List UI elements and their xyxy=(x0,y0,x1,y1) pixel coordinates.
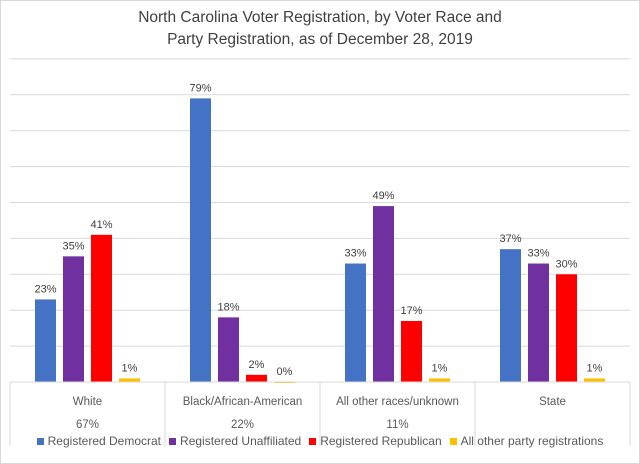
data-label: 1% xyxy=(587,362,603,374)
data-label: 2% xyxy=(249,359,265,371)
data-label: 30% xyxy=(555,258,577,270)
legend-label: Registered Democrat xyxy=(47,434,162,448)
data-label: 33% xyxy=(527,248,549,260)
legend-label: Registered Republican xyxy=(320,434,442,448)
legend-item: All other party registrations xyxy=(449,434,604,448)
legend-swatch xyxy=(169,438,177,445)
category-label: All other races/unknown xyxy=(336,396,459,408)
category-label: Black/African-American xyxy=(183,396,303,408)
legend-label: Registered Unaffiliated xyxy=(180,434,302,448)
bar xyxy=(246,374,267,382)
category-share-label: 67% xyxy=(76,419,99,431)
bar xyxy=(373,206,394,382)
data-label: 1% xyxy=(432,362,448,374)
bar xyxy=(35,299,56,382)
data-label: 18% xyxy=(217,301,239,313)
category-share-label: 11% xyxy=(386,419,408,431)
bar xyxy=(345,263,366,382)
legend-item: Registered Democrat xyxy=(36,434,162,448)
bar xyxy=(401,320,422,382)
data-label: 49% xyxy=(372,190,394,202)
bar xyxy=(119,378,140,382)
legend-label: All other party registrations xyxy=(460,434,604,448)
data-label: 33% xyxy=(344,248,366,260)
bar xyxy=(218,317,239,382)
category-share-label: 22% xyxy=(231,419,254,431)
legend-swatch xyxy=(309,438,317,445)
data-label: 1% xyxy=(122,362,138,374)
category-label: White xyxy=(73,396,102,408)
data-label: 23% xyxy=(34,283,56,295)
data-label: 0% xyxy=(277,366,293,378)
data-label: 41% xyxy=(90,219,112,231)
chart-title-line-1: North Carolina Voter Registration, by Vo… xyxy=(138,9,502,26)
bar xyxy=(500,249,521,382)
legend-swatch xyxy=(449,438,457,445)
legend-item: Registered Unaffiliated xyxy=(169,434,301,448)
category-label: State xyxy=(539,396,566,408)
bar xyxy=(91,234,112,382)
data-label: 35% xyxy=(62,240,84,252)
data-label: 17% xyxy=(400,305,422,317)
legend-item: Registered Republican xyxy=(309,434,442,448)
legend: Registered Democrat Registered Unaffiliat… xyxy=(0,434,640,448)
bar xyxy=(63,256,84,382)
chart-title-line-2: Party Registration, as of December 28, 2… xyxy=(167,31,473,48)
bar xyxy=(528,263,549,382)
bar xyxy=(584,378,605,382)
legend-swatch xyxy=(36,438,44,445)
bar xyxy=(429,378,450,382)
bar xyxy=(556,274,577,382)
data-label: 37% xyxy=(499,233,521,245)
bar xyxy=(190,98,211,382)
data-label: 79% xyxy=(189,82,211,94)
